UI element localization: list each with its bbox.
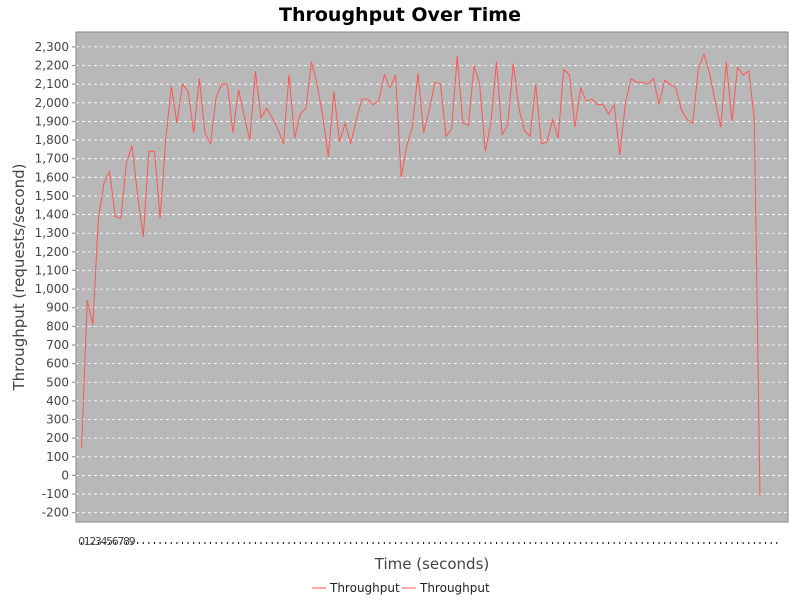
y-axis-label: Throughput (requests/second) — [10, 164, 28, 392]
legend-item-label: Throughput — [419, 581, 490, 595]
grid-lines — [76, 46, 788, 514]
x-tick-label: 0 — [78, 535, 85, 548]
x-axis-label: Time (seconds) — [374, 555, 490, 573]
y-axis: -200 -100 0 100 200 300 400 500 600 700 800 900 1,00… — [35, 40, 76, 520]
y-tick-label: 1,500 — [35, 189, 69, 203]
x-tick-label: 1 — [84, 535, 91, 548]
y-tick-label: 500 — [46, 375, 69, 389]
x-tick-label: 8 — [123, 535, 130, 548]
series-line-throughput — [81, 52, 761, 496]
y-tick-label: 2,300 — [35, 40, 69, 54]
x-tick-label: 5 — [106, 535, 113, 548]
legend-item-label: Throughput — [329, 581, 400, 595]
y-tick-label: 1,400 — [35, 208, 69, 222]
x-tick-label: 7 — [117, 535, 124, 548]
x-tick-label: 3 — [95, 535, 102, 548]
x-tick-label: 4 — [101, 535, 108, 548]
y-tick-label: -100 — [42, 487, 69, 501]
y-tick-label: 2,200 — [35, 59, 69, 73]
y-tick-label: 700 — [46, 338, 69, 352]
y-tick-label: 1,100 — [35, 263, 69, 277]
y-tick-label: 200 — [46, 431, 69, 445]
x-tick-label: 6 — [112, 535, 119, 548]
y-tick-label: 900 — [46, 301, 69, 315]
x-tick-label: 2 — [89, 535, 96, 548]
y-tick-label: 300 — [46, 413, 69, 427]
y-tick-label: 2,100 — [35, 77, 69, 91]
x-tick-label: 9 — [129, 535, 136, 548]
y-tick-label: 1,900 — [35, 114, 69, 128]
y-tick-label: 1,800 — [35, 133, 69, 147]
y-tick-label: -200 — [42, 506, 69, 520]
series-lines — [81, 52, 761, 496]
y-tick-label: 100 — [46, 450, 69, 464]
y-tick-label: 1,200 — [35, 245, 69, 259]
y-tick-label: 1,700 — [35, 152, 69, 166]
y-tick-label: 800 — [46, 319, 69, 333]
chart-title: Throughput Over Time — [279, 4, 521, 26]
y-tick-label: 1,000 — [35, 282, 69, 296]
plot-area — [75, 31, 789, 523]
y-tick-label: 600 — [46, 357, 69, 371]
y-tick-label: 1,600 — [35, 170, 69, 184]
y-tick-label: 2,000 — [35, 96, 69, 110]
y-tick-label: 1,300 — [35, 226, 69, 240]
y-tick-label: 400 — [46, 394, 69, 408]
legend: Throughput Throughput — [312, 581, 490, 595]
y-tick-label: 0 — [61, 468, 69, 482]
